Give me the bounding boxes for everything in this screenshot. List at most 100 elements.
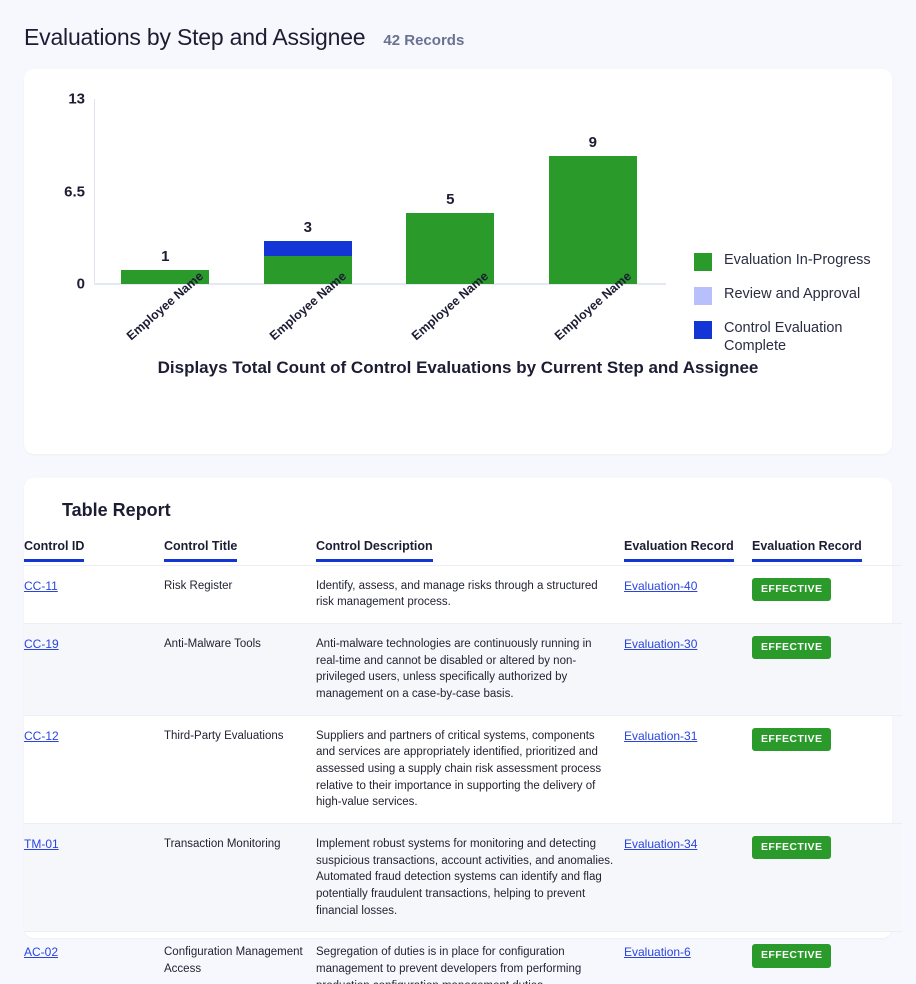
table-header-row: Control ID Control Title Control Descripti… [24, 539, 902, 565]
status-badge: EFFECTIVE [752, 727, 832, 751]
bar-stack[interactable] [263, 241, 352, 284]
bar-group[interactable]: 1 [94, 99, 237, 284]
cell-evaluation-record: Evaluation-30 [624, 623, 752, 715]
column-header-label: Evaluation Record [752, 539, 862, 562]
column-header-3[interactable]: Control Description [316, 539, 624, 565]
status-badge: EFFECTIVE [752, 836, 832, 860]
bar-series-group: 1 3 5 9 [94, 99, 664, 284]
bar-stack[interactable] [548, 155, 637, 284]
control-id-link[interactable]: CC-12 [24, 728, 59, 743]
cell-control-title: Anti-Malware Tools [164, 637, 261, 650]
bar-value-label: 5 [446, 190, 455, 208]
cell-control-title: Configuration Management Access [164, 946, 303, 976]
bar-value-label: 1 [161, 247, 170, 265]
control-id-link[interactable]: TM-01 [24, 837, 59, 852]
bar-stack[interactable] [406, 212, 495, 284]
legend-item[interactable]: Control Evaluation Complete [694, 319, 904, 355]
y-axis-line [94, 99, 95, 284]
cell-control-title: Transaction Monitoring [164, 838, 281, 851]
evaluation-record-link[interactable]: Evaluation-30 [624, 636, 698, 651]
y-axis-tick: 6.5 [64, 183, 85, 200]
table-row[interactable]: CC-19 Anti-Malware Tools Anti-malware tech… [24, 623, 902, 716]
cell-control-description: Suppliers and partners of critical syste… [316, 729, 602, 809]
cell-control-title: Third-Party Evaluations [164, 729, 284, 742]
legend-item[interactable]: Evaluation In-Progress [694, 251, 904, 271]
legend-label: Review and Approval [724, 286, 861, 302]
x-axis-labels: Employee Name Employee Name Employee Name E… [94, 269, 665, 399]
column-header-4[interactable]: Evaluation Record [624, 539, 752, 565]
x-label-slot: Employee Name [94, 269, 237, 399]
cell-control-description: Implement robust systems for monitoring … [316, 838, 614, 917]
cell-control-title: Risk Register [164, 579, 233, 592]
bar-group[interactable]: 9 [522, 99, 665, 284]
table-report-title: Table Report [62, 500, 171, 520]
y-axis-tick: 0 [76, 275, 85, 293]
x-label-slot: Employee Name [522, 269, 665, 399]
bar-segment[interactable] [121, 269, 210, 284]
record-count: 42 Records [383, 32, 465, 49]
x-label-slot: Employee Name [379, 269, 522, 399]
bar-segment[interactable] [263, 241, 352, 256]
column-header-5[interactable]: Evaluation Record [752, 539, 902, 565]
report-table: Control ID Control Title Control Descripti… [24, 539, 902, 984]
cell-control-id: CC-11 [24, 565, 164, 623]
bar-segment[interactable] [406, 212, 495, 284]
x-label-slot: Employee Name [237, 269, 380, 399]
evaluation-record-link[interactable]: Evaluation-34 [624, 837, 698, 852]
cell-control-id: CC-12 [24, 715, 164, 823]
bar-value-label: 9 [588, 133, 597, 151]
evaluation-record-link[interactable]: Evaluation-6 [624, 945, 691, 960]
cell-control-description: Anti-malware technologies are continuous… [316, 637, 592, 700]
cell-control-description: Identify, assess, and manage risks throu… [316, 579, 598, 609]
table-row[interactable]: AC-02 Configuration Management Access Segr… [24, 931, 902, 984]
column-header-label: Evaluation Record [624, 539, 734, 562]
chart-legend: Evaluation In-Progress Review and Approva… [694, 251, 904, 369]
cell-control-id: CC-19 [24, 623, 164, 715]
table-report-card: Table Report Control ID Control Title Cont… [24, 478, 902, 984]
cell-evaluation-status: EFFECTIVE [752, 932, 902, 984]
x-axis-line [94, 283, 666, 285]
page-title: Evaluations by Step and Assignee [24, 24, 366, 50]
bar-group[interactable]: 3 [237, 99, 380, 284]
cell-evaluation-record: Evaluation-40 [624, 565, 752, 623]
evaluation-record-link[interactable]: Evaluation-40 [624, 578, 698, 593]
column-header-2[interactable]: Control Title [164, 539, 316, 565]
legend-swatch-icon [694, 321, 712, 339]
table-row[interactable]: CC-11 Risk Register Identify, assess, and … [24, 565, 902, 623]
cell-evaluation-record: Evaluation-34 [624, 824, 752, 932]
cell-evaluation-status: EFFECTIVE [752, 623, 902, 715]
table-row[interactable]: TM-01 Transaction Monitoring Implement rob… [24, 823, 902, 932]
cell-evaluation-status: EFFECTIVE [752, 715, 902, 823]
table-header: Control ID Control Title Control Descripti… [24, 539, 902, 565]
status-badge: EFFECTIVE [752, 635, 832, 660]
cell-evaluation-record: Evaluation-6 [624, 932, 752, 984]
page-header: Evaluations by Step and Assignee 42 Reco… [0, 0, 916, 51]
column-header-label: Control Description [316, 539, 433, 562]
legend-swatch-icon [694, 253, 712, 271]
cell-control-id: AC-02 [24, 932, 164, 984]
control-id-link[interactable]: AC-02 [24, 945, 59, 960]
control-id-link[interactable]: CC-11 [24, 578, 58, 593]
bar-value-label: 3 [303, 219, 312, 237]
table-row[interactable]: CC-12 Third-Party Evaluations Suppliers an… [24, 715, 902, 823]
bar-group[interactable]: 5 [379, 99, 522, 284]
column-header-1[interactable]: Control ID [24, 539, 164, 565]
table-body: CC-11 Risk Register Identify, assess, and … [24, 565, 902, 984]
legend-label: Control Evaluation Complete [724, 320, 843, 355]
y-axis-tick: 13 [68, 90, 85, 108]
legend-item[interactable]: Review and Approval [694, 285, 904, 305]
cell-evaluation-status: EFFECTIVE [752, 565, 902, 623]
bar-segment[interactable] [548, 155, 637, 284]
cell-evaluation-status: EFFECTIVE [752, 824, 902, 932]
column-header-label: Control Title [164, 539, 238, 562]
legend-label: Evaluation In-Progress [724, 252, 871, 268]
bar-segment[interactable] [263, 255, 352, 284]
bar-stack[interactable] [121, 269, 210, 284]
evaluation-record-link[interactable]: Evaluation-31 [624, 728, 698, 743]
control-id-link[interactable]: CC-19 [24, 636, 59, 651]
column-header-label: Control ID [24, 539, 85, 562]
